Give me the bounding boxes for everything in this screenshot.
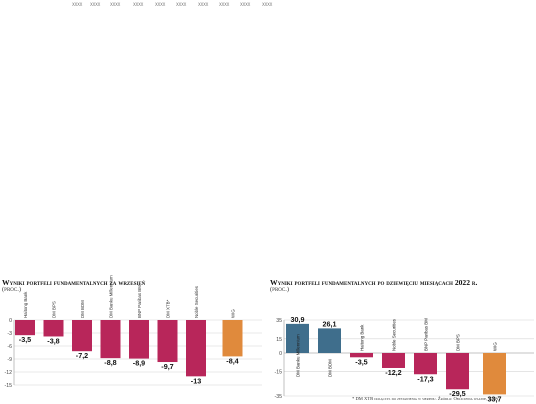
y-tick-label: -3 bbox=[7, 331, 12, 337]
top-tick-label: XXXX bbox=[90, 2, 101, 7]
bar-value-label: 30,9 bbox=[291, 315, 305, 324]
category-label: DM BPS bbox=[456, 334, 461, 351]
top-tick-label: XXXX bbox=[198, 2, 209, 7]
bar bbox=[350, 353, 373, 358]
bar bbox=[72, 320, 92, 352]
category-label: BNP Paribas BM bbox=[137, 285, 142, 318]
category-label: DM BDM bbox=[328, 359, 333, 377]
bar bbox=[318, 328, 341, 353]
bar bbox=[414, 353, 437, 375]
category-label: WIG bbox=[493, 342, 498, 351]
bar-value-label: 33,7 bbox=[488, 394, 502, 403]
category-label: DM XTB* bbox=[166, 299, 171, 318]
y-tick-label: 15 bbox=[276, 337, 282, 343]
bar-value-label: -8,8 bbox=[104, 358, 116, 367]
bar bbox=[483, 353, 506, 395]
bar-value-label: -29,5 bbox=[449, 389, 465, 398]
top-tick-row: XXXX XXXX XXXX XXXX XXXX XXXX XXXX XXXX XXXX XXXX bbox=[0, 0, 536, 10]
bar-value-label: -7,2 bbox=[76, 351, 88, 360]
chart1-unit: (proc.) bbox=[2, 286, 22, 293]
top-tick-label: XXXX bbox=[133, 2, 144, 7]
bar-value-label: -13 bbox=[191, 376, 201, 385]
bar-value-label: -3,5 bbox=[355, 357, 367, 366]
top-tick-label: XXXX bbox=[72, 2, 83, 7]
y-tick-label: -6 bbox=[7, 344, 12, 350]
chart1-plot: 0 -3 -6 -9 -12 -15 -3,5 Haitong Bank -3,8 DM BPS -… bbox=[5, 275, 262, 389]
bar bbox=[286, 323, 309, 353]
bar-value-label: -9,7 bbox=[161, 362, 173, 371]
y-tick-label: 0 bbox=[279, 351, 282, 357]
bar bbox=[15, 320, 35, 336]
top-tick-label: XXXX bbox=[176, 2, 187, 7]
top-tick-label: XXXX bbox=[240, 2, 251, 7]
top-tick-label: XXXX bbox=[110, 2, 121, 7]
top-tick-label: XXXX bbox=[155, 2, 166, 7]
bar bbox=[222, 320, 243, 357]
y-tick-label: -15 bbox=[5, 383, 13, 389]
y-tick-label: -12 bbox=[5, 370, 13, 376]
category-label: DM Banku Millennium bbox=[109, 275, 114, 318]
bar bbox=[129, 320, 149, 359]
chart2-title: Wyniki portfeli fundamentalnych po dziew… bbox=[270, 278, 478, 287]
category-label: Noble Securities bbox=[194, 285, 199, 318]
top-tick-label: XXXX bbox=[262, 2, 273, 7]
bar bbox=[186, 320, 206, 377]
bar-value-label: -12,2 bbox=[385, 368, 401, 377]
category-label: Haitong Bank bbox=[23, 291, 28, 318]
category-label: DM BPS bbox=[52, 301, 57, 318]
bar-value-label: 26,1 bbox=[323, 319, 337, 328]
y-tick-label: 35 bbox=[276, 318, 282, 324]
category-label: DM Banku Millennium bbox=[296, 334, 301, 377]
bar-value-label: -3,8 bbox=[47, 336, 59, 345]
chart2-unit: (proc.) bbox=[270, 286, 290, 293]
chart1-title: Wyniki portfeli fundamentalnych za wrzes… bbox=[2, 278, 146, 287]
bar bbox=[382, 353, 405, 368]
bar-value-label: -8,4 bbox=[226, 356, 238, 365]
bar bbox=[43, 320, 64, 337]
bar-value-label: -8,9 bbox=[133, 359, 145, 368]
bar bbox=[100, 320, 121, 359]
footnote: * DM XTB dołączył do zestawienia w sierp… bbox=[352, 396, 499, 401]
category-label: WIG bbox=[231, 309, 236, 318]
bar-value-label: -17,3 bbox=[417, 374, 433, 383]
bar bbox=[446, 353, 469, 390]
category-label: Noble Securities bbox=[392, 318, 397, 351]
bar-value-label: -3,5 bbox=[19, 335, 31, 344]
y-tick-label: -35 bbox=[275, 394, 283, 400]
top-tick-label: XXXX bbox=[219, 2, 230, 7]
y-tick-label: -15 bbox=[275, 369, 283, 375]
y-tick-label: -9 bbox=[7, 357, 12, 363]
y-tick-label: 0 bbox=[9, 318, 12, 324]
chart2-plot: 35 15 0 -15 -35 30,9 DM Banku Millennium 26,1 DM… bbox=[275, 315, 534, 403]
category-label: Haitong Bank bbox=[360, 324, 365, 351]
bar bbox=[157, 320, 178, 363]
category-label: BNP Paribas BM bbox=[424, 318, 429, 351]
category-label: DM BDM bbox=[80, 300, 85, 318]
